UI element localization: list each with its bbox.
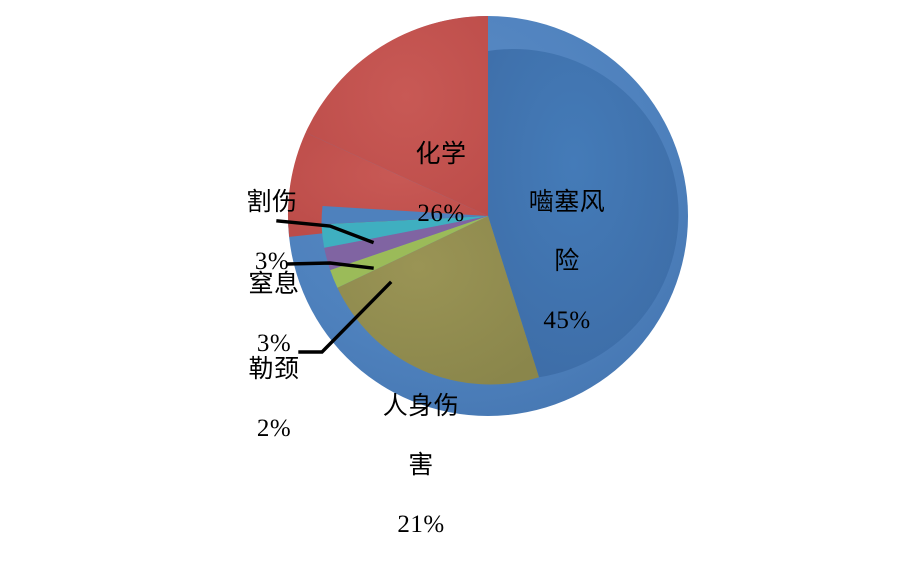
slice-label-strangulation-name: 勒颈: [248, 355, 300, 383]
slice-label-suffocation-name: 窒息: [248, 270, 300, 298]
slice-label-chemical-name: 化学: [415, 140, 467, 168]
leader-line-suffocation: [286, 261, 374, 270]
leader-line-strangulation: [298, 280, 393, 354]
slice-label-cut-value: 3%: [254, 247, 290, 275]
slice-label-choking-name: 嚙塞风: [528, 188, 606, 216]
slice-label-choking-value: 45%: [543, 306, 591, 334]
slice-label-strangulation: 勒颈 2%: [224, 325, 324, 473]
pie-chart: 嚙塞风 险 45% 化学 26% 割伤 3% 窒息 3% 勒颈 2% 人身伤 害…: [224, 15, 688, 538]
slice-label-chemical: 化学 26%: [386, 110, 496, 258]
pie-chart-canvas: [276, 15, 688, 416]
slice-label-personal-injury: 人身伤 害 21%: [366, 362, 476, 569]
slice-personal-injury: [337, 216, 539, 385]
slice-strangulation: [330, 216, 488, 288]
slice-label-chemical-value: 26%: [417, 199, 465, 227]
slice-choking-wrap: [321, 206, 488, 225]
slice-label-cut: 割伤 3%: [224, 158, 320, 306]
slice-label-personal-injury-name: 人身伤: [382, 392, 460, 420]
slice-label-suffocation: 窒息 3%: [224, 240, 324, 388]
slice-label-cut-name: 割伤: [246, 188, 298, 216]
slice-label-personal-injury-value: 21%: [397, 510, 445, 538]
slice-chemical: [305, 15, 488, 217]
slice-suffocation: [324, 216, 488, 270]
slice-label-suffocation-value: 3%: [256, 329, 292, 357]
leader-lines: [276, 219, 393, 354]
leader-line-cut: [276, 219, 375, 245]
slice-label-strangulation-value: 2%: [256, 414, 292, 442]
slice-label-choking-name2: 险: [554, 247, 580, 275]
slice-label-choking: 嚙塞风 险 45%: [508, 158, 626, 365]
slice-label-personal-injury-name2: 害: [408, 451, 434, 479]
slice-choking-inner: [488, 49, 679, 378]
